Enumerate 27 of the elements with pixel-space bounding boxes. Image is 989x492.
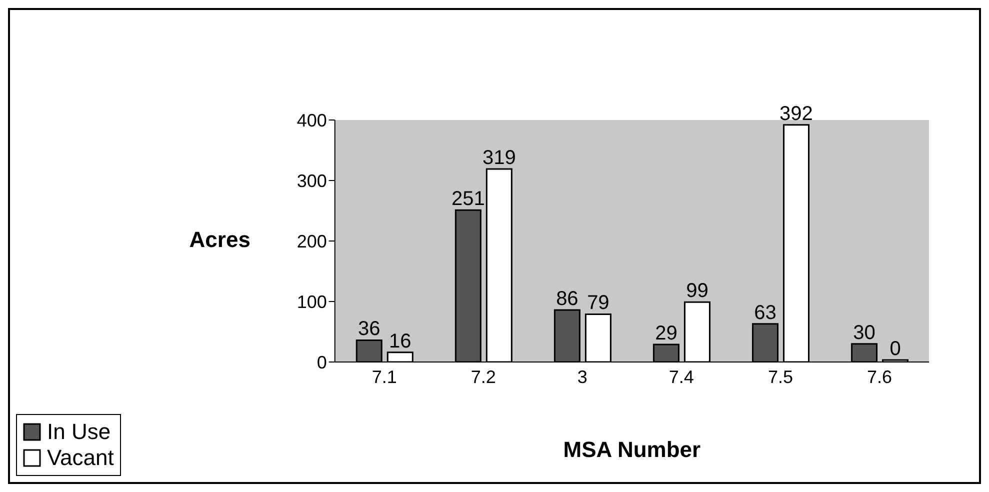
data-label: 16	[389, 330, 412, 352]
y-axis-title: Acres	[189, 226, 250, 252]
y-tick-label: 400	[296, 110, 327, 130]
y-tick-label: 0	[316, 352, 327, 372]
data-label: 29	[655, 322, 678, 344]
data-label: 99	[686, 280, 708, 302]
x-tick-label: 7.2	[470, 366, 496, 387]
data-label: 86	[556, 288, 578, 310]
data-label: 79	[587, 292, 610, 314]
data-label: 251	[451, 188, 485, 210]
data-label: 30	[853, 322, 876, 344]
legend-label: In Use	[47, 419, 111, 445]
x-tick-label: 7.4	[668, 366, 694, 387]
x-tick-label: 3	[577, 366, 588, 387]
y-tick-label: 300	[296, 170, 327, 191]
data-label: 319	[482, 147, 516, 170]
data-label: 36	[358, 318, 380, 340]
x-tick-label: 7.6	[866, 366, 892, 387]
y-tick-label: 200	[296, 231, 327, 252]
data-label: 392	[780, 102, 813, 125]
y-tick-label: 100	[296, 292, 327, 312]
x-tick-label: 7.5	[768, 366, 793, 387]
data-label: 63	[754, 302, 776, 324]
data-label: 0	[890, 338, 901, 360]
x-tick-label: 7.1	[372, 366, 397, 387]
legend-label: Vacant	[47, 445, 114, 471]
x-axis-title: MSA Number	[563, 437, 702, 462]
